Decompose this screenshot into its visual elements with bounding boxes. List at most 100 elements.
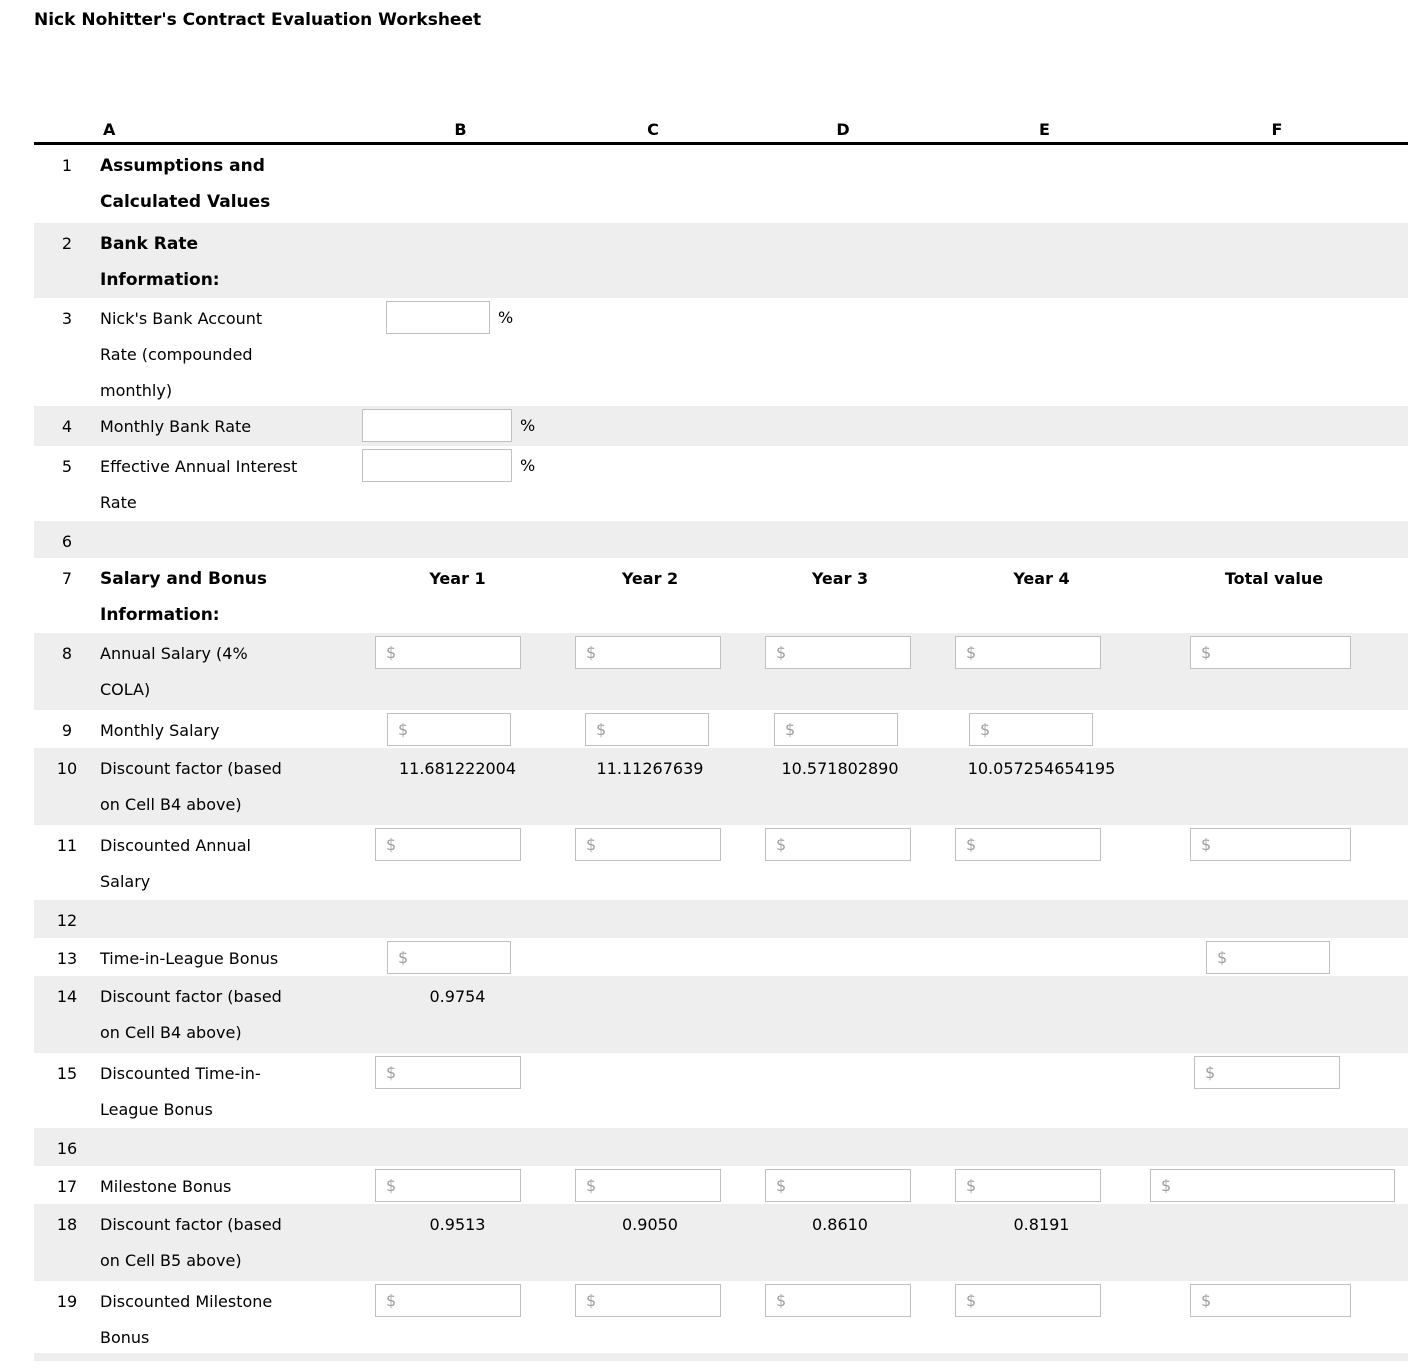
cell-b13-input[interactable]	[387, 941, 511, 974]
cell-c8-input[interactable]	[575, 636, 721, 669]
row-number: 11	[56, 836, 78, 855]
cell-b11	[360, 825, 555, 900]
cell-d8-input[interactable]	[765, 636, 911, 669]
cell-f15	[1148, 1053, 1400, 1128]
cell-b9-input[interactable]	[387, 713, 511, 746]
cell-d13	[745, 938, 935, 976]
row-number: 3	[61, 309, 73, 328]
cell-b8-input[interactable]	[375, 636, 521, 669]
cell-f17-input[interactable]	[1150, 1169, 1395, 1202]
cell-e9-input[interactable]	[969, 713, 1093, 746]
text-line: Discounted Milestone	[100, 1292, 273, 1311]
cell-d11-input[interactable]	[765, 828, 911, 861]
cell-c9	[555, 710, 745, 748]
row-number: 14	[56, 987, 78, 1006]
cell-a7: Salary and Bonus Information:	[100, 558, 360, 633]
cell-e11-input[interactable]	[955, 828, 1101, 861]
text-line: Bonus	[100, 1328, 150, 1347]
cell-c8	[555, 633, 745, 710]
cell-c19-input[interactable]	[575, 1284, 721, 1317]
row-14: 14 Discount factor (based on Cell B4 abo…	[34, 976, 1408, 1053]
row-6: 6	[34, 521, 1408, 558]
cell-e13	[935, 938, 1148, 976]
text-line: Salary	[100, 872, 151, 891]
cell-c17-input[interactable]	[575, 1169, 721, 1202]
cell-b4: %	[360, 408, 555, 442]
row-number: 17	[56, 1177, 78, 1196]
cell-c11-input[interactable]	[575, 828, 721, 861]
total-value-header: Total value	[1224, 569, 1324, 588]
cell-a9: Monthly Salary	[100, 710, 360, 748]
cell-d18-value: 0.8610	[812, 1215, 868, 1234]
cell-b5: %	[360, 448, 555, 482]
cell-b13	[360, 938, 555, 976]
column-header-row: A B C D E F	[34, 112, 1408, 145]
cell-b8	[360, 633, 555, 710]
cell-e11	[935, 825, 1148, 900]
cell-f13-input[interactable]	[1206, 941, 1330, 974]
cell-b3-input[interactable]	[386, 300, 490, 334]
cell-c9-input[interactable]	[585, 713, 709, 746]
text-line: Discounted Time-in-	[100, 1064, 261, 1083]
cell-a17: Milestone Bonus	[100, 1166, 360, 1204]
row-number: 8	[61, 644, 73, 663]
cell-e15	[935, 1053, 1148, 1128]
column-header-a: A	[103, 120, 116, 139]
row-number: 10	[56, 759, 78, 778]
cell-c18-value: 0.9050	[622, 1215, 678, 1234]
percent-label: %	[498, 307, 514, 327]
cell-d9	[745, 710, 935, 748]
cell-d17-input[interactable]	[765, 1169, 911, 1202]
cell-f17	[1148, 1166, 1400, 1204]
column-header-d: D	[836, 120, 850, 139]
cell-b3: %	[360, 300, 555, 334]
text-line: Assumptions and	[100, 156, 265, 176]
row-3: 3 Nick's Bank Account Rate (compounded m…	[34, 298, 1408, 406]
cell-c15	[555, 1053, 745, 1128]
cell-b19-input[interactable]	[375, 1284, 521, 1317]
row-15: 15 Discounted Time-in- League Bonus	[34, 1053, 1408, 1128]
cell-b11-input[interactable]	[375, 828, 521, 861]
text-line: on Cell B5 above)	[100, 1251, 242, 1270]
cell-a15: Discounted Time-in- League Bonus	[100, 1053, 360, 1128]
row-number: 13	[56, 949, 78, 968]
row-2: 2 Bank Rate Information:	[34, 223, 1408, 298]
text-line: Nick's Bank Account	[100, 309, 263, 328]
cell-e10-value: 10.057254654195	[967, 759, 1116, 778]
cell-d19-input[interactable]	[765, 1284, 911, 1317]
cell-f15-input[interactable]	[1194, 1056, 1340, 1089]
cell-b15-input[interactable]	[375, 1056, 521, 1089]
cell-e8-input[interactable]	[955, 636, 1101, 669]
worksheet-grid: A B C D E F 1 Assumptions and Calculated…	[0, 112, 1416, 1361]
column-header-e: E	[1039, 120, 1050, 139]
cell-f8-input[interactable]	[1190, 636, 1351, 669]
corner-cell	[34, 135, 100, 138]
row-11: 11 Discounted Annual Salary	[34, 825, 1408, 900]
cell-a4: Monthly Bank Rate	[100, 406, 360, 446]
text-line: Milestone Bonus	[100, 1177, 232, 1196]
cell-b5-input[interactable]	[362, 448, 512, 482]
column-header-c: C	[647, 120, 659, 139]
cell-f11-input[interactable]	[1190, 828, 1351, 861]
cell-b4-input[interactable]	[362, 408, 512, 442]
text-line: Rate	[100, 493, 137, 512]
row-18: 18 Discount factor (based on Cell B5 abo…	[34, 1204, 1408, 1281]
text-line: monthly)	[100, 381, 173, 400]
cell-b17-input[interactable]	[375, 1169, 521, 1202]
cell-c13	[555, 938, 745, 976]
cell-e18-value: 0.8191	[1013, 1215, 1070, 1234]
cell-e19-input[interactable]	[955, 1284, 1101, 1317]
cell-f19-input[interactable]	[1190, 1284, 1351, 1317]
row-7: 7 Salary and Bonus Information: Year 1 Y…	[34, 558, 1408, 633]
row-number: 5	[61, 457, 73, 476]
cell-d8	[745, 633, 935, 710]
row-10: 10 Discount factor (based on Cell B4 abo…	[34, 748, 1408, 825]
cell-d9-input[interactable]	[774, 713, 898, 746]
text-line: League Bonus	[100, 1100, 213, 1119]
row-20	[34, 1353, 1408, 1361]
cell-b17	[360, 1166, 555, 1204]
cell-e17-input[interactable]	[955, 1169, 1101, 1202]
row-number: 7	[61, 569, 73, 588]
column-header-f: F	[1271, 120, 1283, 139]
text-line: Calculated Values	[100, 192, 271, 212]
